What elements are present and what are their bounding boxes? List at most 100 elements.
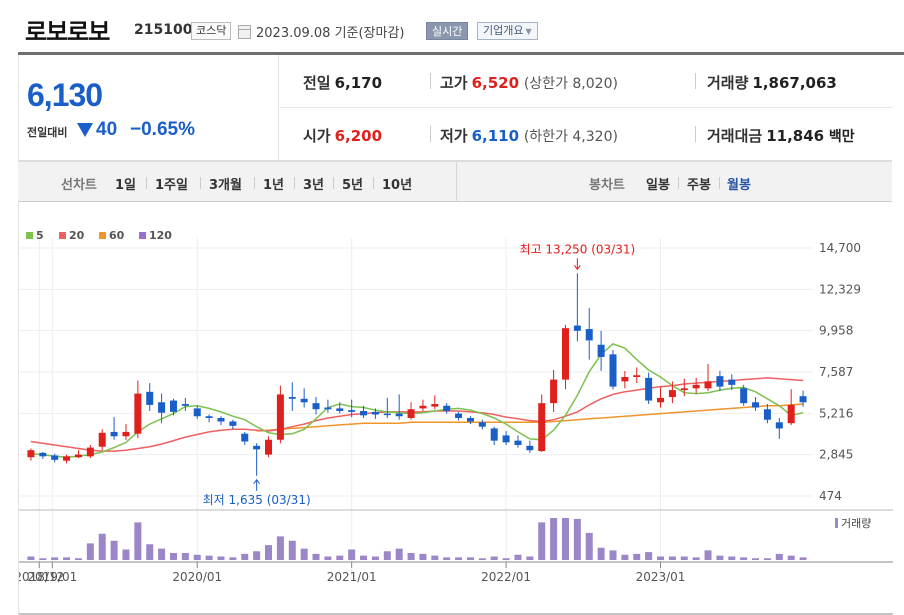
change-amount: 40 — [96, 119, 118, 140]
divider — [430, 73, 431, 89]
header-divider — [18, 52, 904, 55]
candle-body — [253, 445, 261, 450]
volume-bar — [657, 556, 665, 560]
stat-low: 저가 6,110 (하한가 4,320) — [440, 125, 618, 146]
stat-open: 시가 6,200 — [303, 125, 382, 146]
candle-body — [431, 404, 439, 407]
tab-weekly[interactable]: 주봉 — [687, 178, 711, 193]
candle-body — [763, 409, 771, 420]
candle-body — [39, 452, 47, 457]
candle-body — [657, 397, 665, 403]
volume-bar — [799, 557, 807, 560]
volume-bar — [466, 557, 474, 560]
volume-bar — [193, 554, 201, 560]
candle-body — [490, 428, 498, 441]
candle-body — [443, 405, 451, 411]
volume-bar — [134, 522, 142, 560]
change-percent: −0.65% — [130, 119, 195, 140]
realtime-button[interactable]: 실시간 — [426, 22, 469, 40]
legend-label: 60 — [109, 229, 125, 242]
volume-bar — [39, 558, 47, 560]
volume-bar — [550, 518, 558, 560]
stat-value: 6,170 — [334, 74, 383, 92]
change-label: 전일대비 — [27, 126, 68, 139]
candle-body — [419, 405, 427, 409]
ma60-line — [256, 403, 804, 432]
y-axis: 14,700 12,329 9,958 7,587 5,216 2,845 474 — [819, 241, 861, 503]
tab-3year[interactable]: 3년 — [303, 178, 325, 193]
volume-bar — [360, 555, 368, 560]
divider — [695, 126, 696, 142]
tab-3month[interactable]: 3개월 — [209, 178, 242, 193]
divider — [695, 73, 696, 89]
tab-10year[interactable]: 10년 — [382, 178, 413, 193]
candle-body — [395, 413, 403, 417]
candle-body — [241, 433, 249, 442]
volume-bar — [229, 557, 237, 560]
candle-body — [348, 410, 356, 412]
legend-label: 5 — [36, 229, 44, 242]
volume-bar — [371, 556, 379, 560]
volume-bar — [668, 556, 676, 560]
volume-bar — [86, 543, 94, 560]
volume-bar — [205, 555, 213, 560]
candle-body — [312, 403, 320, 410]
divider — [430, 126, 431, 142]
legend-swatch — [139, 232, 146, 239]
candle-body — [775, 422, 783, 429]
market-badge: 코스닥 — [191, 22, 232, 40]
candle-body — [609, 354, 617, 387]
volume-bar — [395, 548, 403, 560]
volume-legend-swatch — [835, 518, 838, 528]
volume-bar — [585, 532, 593, 560]
chart-tab-bar: 선차트 1일 1주일 3개월 1년 3년 5년 10년 봉차트 일봉 주봉 월봉 — [18, 161, 892, 202]
volume-bar — [728, 556, 736, 560]
candle-body — [324, 407, 332, 410]
stat-volume: 거래량 1,867,063 — [707, 72, 837, 93]
volume-bar — [276, 536, 284, 560]
candle-body — [799, 396, 807, 403]
stat-high: 고가 6,520 (상한가 8,020) — [440, 72, 618, 93]
reference-date: 2023.09.08 기준(장마감) — [256, 26, 405, 41]
stat-label: 전일 — [303, 74, 331, 92]
candle-body — [193, 408, 201, 417]
tab-group-divider — [456, 162, 457, 202]
tab-5year[interactable]: 5년 — [342, 178, 364, 193]
y-tick-label: 12,329 — [819, 282, 861, 296]
volume-bar — [561, 518, 569, 560]
volume-bar — [704, 550, 712, 560]
volume-bar — [312, 553, 320, 560]
candle-body — [668, 390, 676, 398]
volume-bar — [609, 550, 617, 560]
company-overview-button[interactable]: 기업개요 ▼ — [477, 22, 538, 40]
min-price-label: 최저 1,635 (03/31) — [203, 493, 311, 507]
candle-body — [407, 409, 415, 418]
tab-monthly[interactable]: 월봉 — [727, 178, 751, 193]
volume-bar — [431, 555, 439, 560]
candle-body — [716, 376, 724, 387]
volume-bar — [443, 557, 451, 560]
y-tick-label: 2,845 — [819, 448, 853, 462]
tab-daily[interactable]: 일봉 — [646, 178, 670, 193]
chart-annotations: 최고 13,250 (03/31) 최저 1,635 (03/31) — [203, 242, 636, 506]
volume-bar — [478, 558, 486, 560]
legend-label: 120 — [149, 229, 172, 242]
tab-1day[interactable]: 1일 — [115, 178, 137, 193]
stat-label: 거래량 — [707, 74, 749, 92]
max-price-label: 최고 13,250 (03/31) — [520, 242, 636, 256]
ma5-line — [30, 343, 804, 458]
tab-divider — [373, 177, 374, 189]
candle-body — [645, 377, 653, 401]
volume-legend-label: 거래량 — [841, 517, 871, 530]
tab-1year[interactable]: 1년 — [263, 178, 285, 193]
volume-bar — [763, 558, 771, 560]
volume-bar — [633, 553, 641, 560]
tab-divider — [294, 177, 295, 189]
candle-body — [383, 413, 391, 416]
tab-1week[interactable]: 1주일 — [155, 178, 188, 193]
candle-body — [597, 344, 605, 357]
x-tick-label: 2019/01 — [27, 570, 77, 584]
candle-body — [740, 388, 748, 404]
volume-bar — [146, 544, 154, 560]
